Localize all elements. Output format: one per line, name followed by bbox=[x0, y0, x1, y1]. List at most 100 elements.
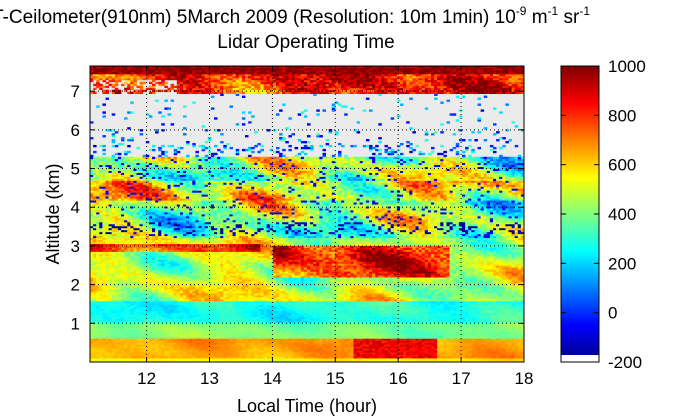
heatmap-cell bbox=[109, 157, 113, 159]
heatmap-cell bbox=[140, 133, 144, 135]
heatmap-cell bbox=[171, 157, 175, 159]
heatmap-cell bbox=[124, 117, 128, 119]
heatmap-cell bbox=[168, 88, 172, 90]
heatmap-cell bbox=[149, 92, 153, 94]
title-exp2: -1 bbox=[548, 4, 559, 18]
heatmap-cell bbox=[174, 149, 178, 151]
title-unit-m: m bbox=[526, 7, 547, 28]
heatmap-cell bbox=[109, 84, 113, 86]
heatmap-cell bbox=[93, 145, 97, 147]
heatmap-cell bbox=[164, 151, 168, 153]
heatmap-cell bbox=[130, 111, 134, 113]
chart-title-line2: Lidar Operating Time bbox=[217, 32, 394, 53]
heatmap-cell bbox=[90, 92, 94, 94]
heatmap-cell bbox=[93, 88, 97, 90]
heatmap-cell bbox=[161, 145, 165, 147]
heatmap-cell bbox=[146, 88, 150, 90]
heatmap-cell bbox=[115, 157, 119, 159]
heatmap-cell bbox=[112, 155, 116, 157]
heatmap-cell bbox=[115, 88, 119, 90]
heatmap-cell bbox=[149, 86, 153, 88]
heatmap-cell bbox=[130, 102, 134, 104]
heatmap-cell bbox=[112, 113, 116, 115]
heatmap-cell bbox=[205, 147, 209, 149]
heatmap-cell bbox=[102, 149, 106, 151]
heatmap-cell bbox=[199, 145, 203, 147]
heatmap-cell bbox=[183, 127, 187, 129]
heatmap-cell bbox=[152, 149, 156, 151]
heatmap-cell bbox=[161, 151, 165, 153]
heatmap-cell bbox=[174, 157, 178, 159]
heatmap-cell bbox=[93, 92, 97, 94]
heatmap-cell bbox=[217, 157, 221, 159]
heatmap-cell bbox=[106, 98, 110, 100]
heatmap-cell bbox=[106, 86, 110, 88]
heatmap-cell bbox=[93, 84, 97, 86]
heatmap-cell bbox=[186, 155, 190, 157]
heatmap-cell bbox=[127, 127, 131, 129]
heatmap-cell bbox=[118, 153, 122, 155]
heatmap-cell bbox=[164, 86, 168, 88]
heatmap-cell bbox=[121, 137, 125, 139]
heatmap-cell bbox=[183, 105, 187, 107]
heatmap-cell bbox=[158, 155, 162, 157]
heatmap-cell bbox=[171, 123, 175, 125]
title-unit-sr: sr bbox=[558, 7, 580, 28]
heatmap-cell bbox=[155, 157, 159, 159]
heatmap-cell bbox=[164, 107, 168, 109]
heatmap-cell bbox=[90, 121, 94, 123]
heatmap-cell bbox=[177, 157, 181, 159]
heatmap-cell bbox=[202, 125, 206, 127]
heatmap-cell bbox=[140, 157, 144, 159]
heatmap-cell bbox=[127, 151, 131, 153]
heatmap-cell bbox=[106, 82, 110, 84]
heatmap-cell bbox=[205, 155, 209, 157]
heatmap-cell bbox=[143, 82, 147, 84]
heatmap-cell bbox=[102, 145, 106, 147]
heatmap-cell bbox=[149, 157, 153, 159]
heatmap-cell bbox=[155, 82, 159, 84]
heatmap-cell bbox=[152, 84, 156, 86]
heatmap-cell bbox=[161, 157, 165, 159]
heatmap-cell bbox=[102, 135, 106, 137]
heatmap-cell bbox=[211, 153, 215, 155]
heatmap-cell bbox=[168, 145, 172, 147]
heatmap-cell bbox=[214, 157, 218, 159]
heatmap-cell bbox=[124, 157, 128, 159]
heatmap-cell bbox=[177, 147, 181, 149]
heatmap-cell bbox=[143, 90, 147, 92]
heatmap-cell bbox=[183, 157, 187, 159]
heatmap-cell bbox=[106, 157, 110, 159]
heatmap-cell bbox=[168, 113, 172, 115]
heatmap-cell bbox=[158, 82, 162, 84]
heatmap-cell bbox=[171, 100, 175, 102]
heatmap-cell bbox=[127, 92, 131, 94]
heatmap-cell bbox=[102, 86, 106, 88]
heatmap-cell bbox=[102, 157, 106, 159]
heatmap-cell bbox=[161, 123, 165, 125]
heatmap-cell bbox=[180, 147, 184, 149]
title-main-text: T-Ceilometer(910nm) 5March 2009 (Resolut… bbox=[0, 7, 516, 28]
heatmap-cell bbox=[161, 129, 165, 131]
heatmap-cell bbox=[149, 115, 153, 117]
heatmap-cell bbox=[174, 86, 178, 88]
heatmap-cell bbox=[211, 96, 215, 98]
heatmap-cell bbox=[102, 103, 106, 105]
heatmap-cell bbox=[195, 151, 199, 153]
heatmap-cell bbox=[99, 145, 103, 147]
chart-title-line1: T-Ceilometer(910nm) 5March 2009 (Resolut… bbox=[0, 4, 590, 28]
heatmap-cell bbox=[168, 107, 172, 109]
plot-area bbox=[90, 66, 524, 362]
heatmap-cell bbox=[112, 139, 116, 141]
heatmap-cell bbox=[127, 111, 131, 113]
heatmap-cell bbox=[137, 157, 141, 159]
heatmap-cell bbox=[90, 137, 94, 139]
heatmap-cell bbox=[118, 157, 122, 159]
heatmap-cell bbox=[102, 111, 106, 113]
heatmap-cell bbox=[152, 157, 156, 159]
heatmap-cell bbox=[195, 155, 199, 157]
heatmap-cell bbox=[90, 155, 94, 157]
title-exp3: -1 bbox=[579, 4, 590, 18]
heatmap-cell bbox=[214, 153, 218, 155]
heatmap-cell bbox=[180, 157, 184, 159]
